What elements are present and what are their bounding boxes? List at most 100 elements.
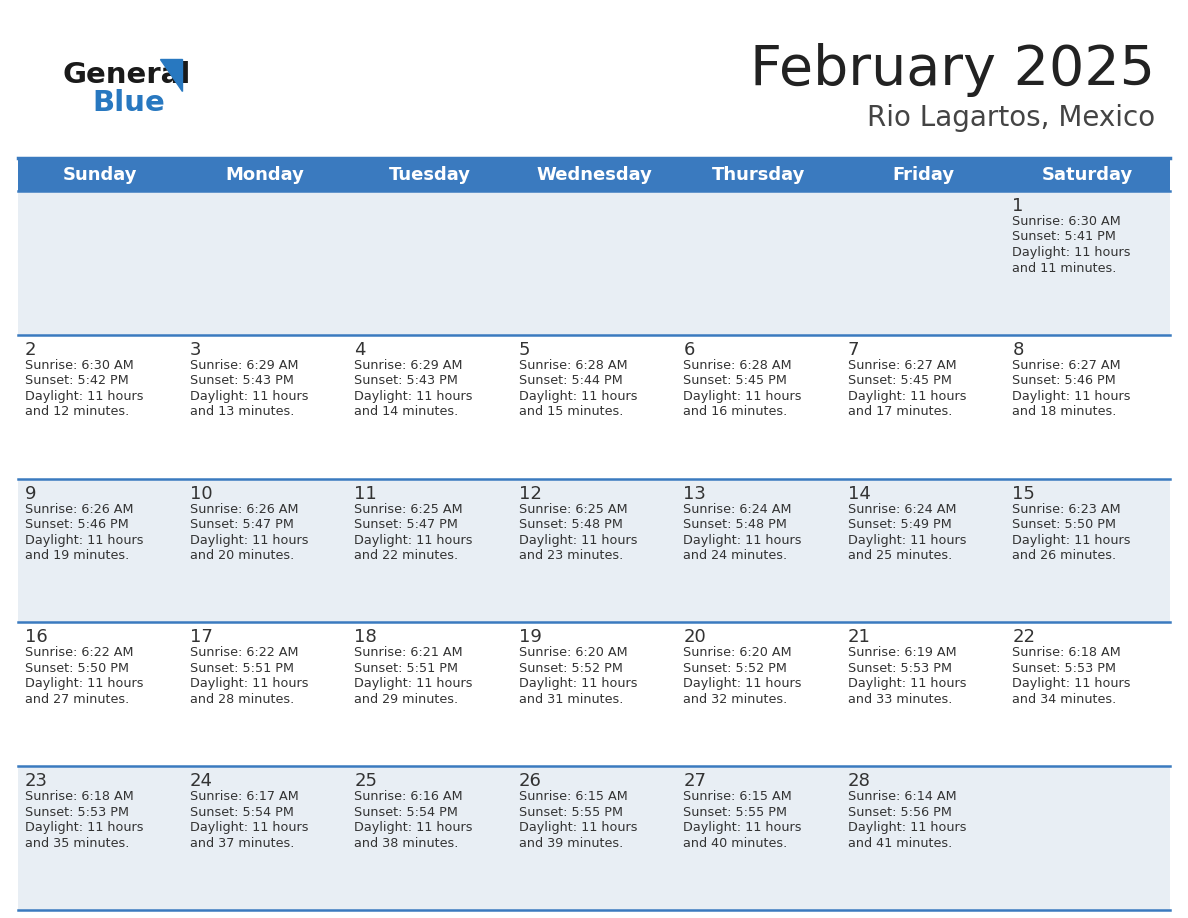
Text: Daylight: 11 hours: Daylight: 11 hours (683, 822, 802, 834)
Text: Sunset: 5:56 PM: Sunset: 5:56 PM (848, 806, 952, 819)
Text: Daylight: 11 hours: Daylight: 11 hours (190, 677, 308, 690)
Text: Daylight: 11 hours: Daylight: 11 hours (683, 390, 802, 403)
Text: Sunset: 5:44 PM: Sunset: 5:44 PM (519, 375, 623, 387)
Text: Sunrise: 6:15 AM: Sunrise: 6:15 AM (683, 790, 792, 803)
Text: Daylight: 11 hours: Daylight: 11 hours (848, 822, 966, 834)
Text: and 12 minutes.: and 12 minutes. (25, 406, 129, 419)
Text: 6: 6 (683, 341, 695, 359)
Text: and 37 minutes.: and 37 minutes. (190, 836, 293, 850)
Text: Sunset: 5:45 PM: Sunset: 5:45 PM (848, 375, 952, 387)
Text: Friday: Friday (892, 165, 954, 184)
Text: Sunset: 5:53 PM: Sunset: 5:53 PM (848, 662, 952, 675)
Text: and 15 minutes.: and 15 minutes. (519, 406, 623, 419)
Text: 25: 25 (354, 772, 377, 790)
Text: Sunrise: 6:30 AM: Sunrise: 6:30 AM (25, 359, 134, 372)
Polygon shape (160, 59, 182, 91)
Text: Sunset: 5:52 PM: Sunset: 5:52 PM (683, 662, 788, 675)
Text: 23: 23 (25, 772, 48, 790)
Text: Daylight: 11 hours: Daylight: 11 hours (354, 677, 473, 690)
Text: 15: 15 (1012, 485, 1035, 502)
Text: Sunrise: 6:18 AM: Sunrise: 6:18 AM (25, 790, 134, 803)
Text: Daylight: 11 hours: Daylight: 11 hours (25, 533, 144, 546)
Text: Wednesday: Wednesday (536, 165, 652, 184)
Text: 8: 8 (1012, 341, 1024, 359)
Text: Daylight: 11 hours: Daylight: 11 hours (354, 533, 473, 546)
Text: Daylight: 11 hours: Daylight: 11 hours (519, 822, 637, 834)
Text: 28: 28 (848, 772, 871, 790)
Text: Sunrise: 6:29 AM: Sunrise: 6:29 AM (190, 359, 298, 372)
Text: 16: 16 (25, 629, 48, 646)
Text: and 32 minutes.: and 32 minutes. (683, 693, 788, 706)
Text: Daylight: 11 hours: Daylight: 11 hours (354, 390, 473, 403)
Text: Sunrise: 6:27 AM: Sunrise: 6:27 AM (848, 359, 956, 372)
Text: Sunrise: 6:20 AM: Sunrise: 6:20 AM (519, 646, 627, 659)
Text: Sunrise: 6:29 AM: Sunrise: 6:29 AM (354, 359, 462, 372)
Text: Sunset: 5:43 PM: Sunset: 5:43 PM (354, 375, 459, 387)
Text: Sunrise: 6:25 AM: Sunrise: 6:25 AM (354, 502, 463, 516)
Text: Sunset: 5:53 PM: Sunset: 5:53 PM (1012, 662, 1117, 675)
Text: and 26 minutes.: and 26 minutes. (1012, 549, 1117, 562)
Text: Sunrise: 6:26 AM: Sunrise: 6:26 AM (190, 502, 298, 516)
Text: Rio Lagartos, Mexico: Rio Lagartos, Mexico (867, 104, 1155, 132)
Text: Daylight: 11 hours: Daylight: 11 hours (354, 822, 473, 834)
Text: 24: 24 (190, 772, 213, 790)
Text: and 29 minutes.: and 29 minutes. (354, 693, 459, 706)
Text: and 38 minutes.: and 38 minutes. (354, 836, 459, 850)
Text: and 11 minutes.: and 11 minutes. (1012, 262, 1117, 274)
Text: Saturday: Saturday (1042, 165, 1133, 184)
Text: Daylight: 11 hours: Daylight: 11 hours (519, 390, 637, 403)
Text: Daylight: 11 hours: Daylight: 11 hours (25, 390, 144, 403)
Text: and 41 minutes.: and 41 minutes. (848, 836, 952, 850)
Text: Daylight: 11 hours: Daylight: 11 hours (190, 390, 308, 403)
Text: Sunset: 5:51 PM: Sunset: 5:51 PM (354, 662, 459, 675)
Text: Daylight: 11 hours: Daylight: 11 hours (25, 822, 144, 834)
Text: and 17 minutes.: and 17 minutes. (848, 406, 953, 419)
Text: and 24 minutes.: and 24 minutes. (683, 549, 788, 562)
Text: and 16 minutes.: and 16 minutes. (683, 406, 788, 419)
Text: Daylight: 11 hours: Daylight: 11 hours (848, 533, 966, 546)
Text: and 19 minutes.: and 19 minutes. (25, 549, 129, 562)
Text: and 20 minutes.: and 20 minutes. (190, 549, 293, 562)
Text: 2: 2 (25, 341, 37, 359)
Text: Sunset: 5:50 PM: Sunset: 5:50 PM (25, 662, 129, 675)
Text: Blue: Blue (91, 89, 165, 117)
Text: Sunset: 5:42 PM: Sunset: 5:42 PM (25, 375, 128, 387)
Text: and 27 minutes.: and 27 minutes. (25, 693, 129, 706)
Text: and 23 minutes.: and 23 minutes. (519, 549, 623, 562)
Text: 18: 18 (354, 629, 377, 646)
Text: Sunrise: 6:30 AM: Sunrise: 6:30 AM (1012, 215, 1121, 228)
Text: Sunrise: 6:24 AM: Sunrise: 6:24 AM (683, 502, 791, 516)
Text: Daylight: 11 hours: Daylight: 11 hours (848, 390, 966, 403)
Text: Daylight: 11 hours: Daylight: 11 hours (1012, 246, 1131, 259)
Text: Sunset: 5:48 PM: Sunset: 5:48 PM (683, 518, 788, 532)
Text: 11: 11 (354, 485, 377, 502)
Text: Daylight: 11 hours: Daylight: 11 hours (1012, 533, 1131, 546)
Text: Sunrise: 6:28 AM: Sunrise: 6:28 AM (683, 359, 792, 372)
Text: Sunset: 5:48 PM: Sunset: 5:48 PM (519, 518, 623, 532)
Text: and 31 minutes.: and 31 minutes. (519, 693, 623, 706)
Text: Monday: Monday (226, 165, 304, 184)
Text: 14: 14 (848, 485, 871, 502)
Text: Sunset: 5:54 PM: Sunset: 5:54 PM (190, 806, 293, 819)
Text: Sunrise: 6:25 AM: Sunrise: 6:25 AM (519, 502, 627, 516)
Text: 21: 21 (848, 629, 871, 646)
Text: Sunrise: 6:21 AM: Sunrise: 6:21 AM (354, 646, 463, 659)
Text: 13: 13 (683, 485, 706, 502)
Text: Sunset: 5:43 PM: Sunset: 5:43 PM (190, 375, 293, 387)
Text: and 39 minutes.: and 39 minutes. (519, 836, 623, 850)
Text: Daylight: 11 hours: Daylight: 11 hours (1012, 677, 1131, 690)
Text: Sunset: 5:50 PM: Sunset: 5:50 PM (1012, 518, 1117, 532)
Text: Sunrise: 6:19 AM: Sunrise: 6:19 AM (848, 646, 956, 659)
Text: Sunrise: 6:23 AM: Sunrise: 6:23 AM (1012, 502, 1121, 516)
Text: Sunset: 5:45 PM: Sunset: 5:45 PM (683, 375, 788, 387)
Text: and 34 minutes.: and 34 minutes. (1012, 693, 1117, 706)
Text: Thursday: Thursday (712, 165, 805, 184)
Text: Sunset: 5:55 PM: Sunset: 5:55 PM (519, 806, 623, 819)
Text: 17: 17 (190, 629, 213, 646)
Text: 20: 20 (683, 629, 706, 646)
Text: Sunrise: 6:20 AM: Sunrise: 6:20 AM (683, 646, 792, 659)
Text: Sunrise: 6:15 AM: Sunrise: 6:15 AM (519, 790, 627, 803)
Text: Daylight: 11 hours: Daylight: 11 hours (519, 677, 637, 690)
Text: and 28 minutes.: and 28 minutes. (190, 693, 293, 706)
Text: Sunset: 5:53 PM: Sunset: 5:53 PM (25, 806, 129, 819)
